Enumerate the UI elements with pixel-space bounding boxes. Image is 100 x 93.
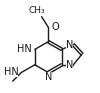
Text: CH₃: CH₃ — [28, 6, 45, 15]
Text: HN: HN — [17, 44, 32, 54]
Text: N: N — [66, 40, 73, 50]
Text: N: N — [45, 72, 52, 82]
Text: O: O — [51, 22, 59, 32]
Text: HN: HN — [4, 68, 18, 77]
Text: N: N — [66, 60, 73, 70]
